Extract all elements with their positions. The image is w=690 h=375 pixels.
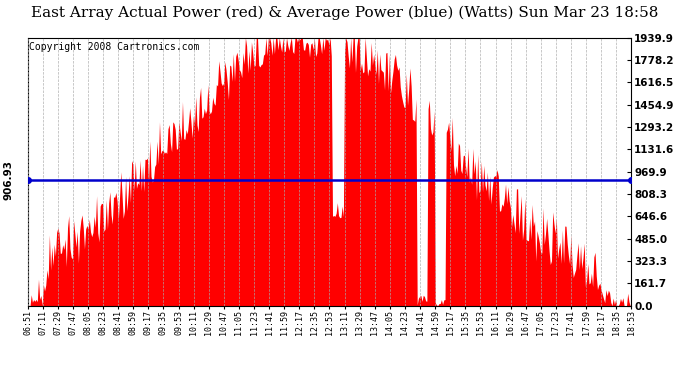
Text: Copyright 2008 Cartronics.com: Copyright 2008 Cartronics.com bbox=[29, 42, 199, 51]
Text: East Array Actual Power (red) & Average Power (blue) (Watts) Sun Mar 23 18:58: East Array Actual Power (red) & Average … bbox=[31, 6, 659, 20]
Text: 906.93: 906.93 bbox=[3, 160, 13, 200]
